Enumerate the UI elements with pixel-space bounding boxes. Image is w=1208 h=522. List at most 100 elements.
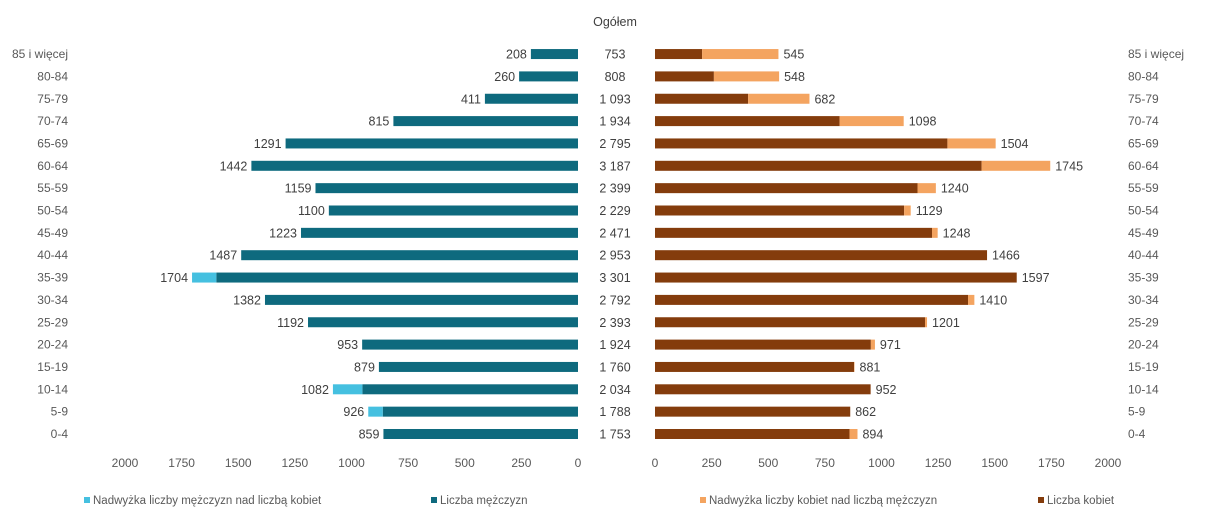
age-label-right: 60-64 — [1128, 159, 1159, 173]
bar-men-base — [301, 228, 578, 238]
age-label-left: 15-19 — [37, 360, 68, 374]
value-label-men: 1192 — [277, 316, 304, 330]
x-tick-right: 1250 — [925, 456, 952, 470]
value-label-men: 1704 — [160, 271, 188, 285]
value-label-women: 1504 — [1001, 137, 1029, 151]
bar-women-excess — [748, 94, 809, 104]
value-label-men: 1159 — [285, 182, 312, 196]
value-label-men: 879 — [354, 360, 375, 374]
age-label-right: 65-69 — [1128, 136, 1159, 150]
value-label-women: 1098 — [909, 115, 937, 129]
x-tick-left: 250 — [511, 456, 531, 470]
bar-women-excess — [982, 161, 1051, 171]
age-label-right: 10-14 — [1128, 382, 1159, 396]
bar-women-base — [655, 138, 947, 148]
value-label-women: 545 — [783, 48, 804, 62]
bar-men-base — [383, 407, 578, 417]
age-label-left: 50-54 — [37, 204, 68, 218]
bar-men-base — [485, 94, 578, 104]
value-label-men: 815 — [369, 115, 390, 129]
total-label: 2 399 — [599, 182, 630, 196]
value-label-men: 1442 — [220, 159, 248, 173]
bar-women-base — [655, 161, 982, 171]
x-tick-right: 2000 — [1095, 456, 1122, 470]
age-label-left: 55-59 — [37, 181, 68, 195]
age-label-left: 70-74 — [37, 114, 68, 128]
bar-men-base — [383, 429, 578, 439]
value-label-men: 208 — [506, 48, 527, 62]
bar-men-base — [265, 295, 578, 305]
bar-women-base — [655, 49, 702, 59]
bar-women-base — [655, 340, 871, 350]
value-label-women: 1597 — [1022, 271, 1050, 285]
x-tick-left: 1750 — [168, 456, 195, 470]
x-tick-left: 500 — [455, 456, 475, 470]
value-label-men: 1100 — [298, 204, 325, 218]
value-label-women: 1201 — [932, 316, 960, 330]
bar-women-base — [655, 317, 925, 327]
total-label: 2 471 — [599, 226, 630, 240]
value-label-men: 953 — [337, 338, 358, 352]
total-label: 2 953 — [599, 249, 630, 263]
value-label-women: 1240 — [941, 182, 969, 196]
total-label: 1 760 — [599, 360, 630, 374]
bar-men-base — [531, 49, 578, 59]
bar-men-base — [393, 116, 578, 126]
bar-men-base — [362, 340, 578, 350]
total-label: 1 788 — [599, 405, 630, 419]
bar-women-excess — [871, 340, 875, 350]
x-tick-left: 750 — [398, 456, 418, 470]
x-tick-left: 2000 — [112, 456, 139, 470]
value-label-women: 1466 — [992, 249, 1020, 263]
age-label-right: 5-9 — [1128, 405, 1146, 419]
age-label-left: 45-49 — [37, 226, 68, 240]
bar-women-base — [655, 273, 1017, 283]
bar-men-excess — [368, 407, 382, 417]
age-label-right: 20-24 — [1128, 338, 1159, 352]
legend-women-label: Liczba kobiet — [1047, 495, 1115, 507]
age-label-left: 80-84 — [37, 69, 68, 83]
value-label-women: 862 — [855, 405, 876, 419]
age-label-left: 25-29 — [37, 315, 68, 329]
value-label-women: 1745 — [1055, 159, 1083, 173]
age-label-right: 50-54 — [1128, 204, 1159, 218]
x-tick-right: 1500 — [981, 456, 1008, 470]
bar-men-excess — [333, 384, 362, 394]
age-label-left: 75-79 — [37, 92, 68, 106]
bar-women-base — [655, 206, 904, 216]
age-label-right: 30-34 — [1128, 293, 1159, 307]
legend-women-swatch — [1038, 497, 1044, 503]
bar-women-excess — [714, 71, 779, 81]
age-label-right: 40-44 — [1128, 248, 1159, 262]
bar-men-base — [315, 183, 578, 193]
bar-men-base — [286, 138, 578, 148]
age-label-left: 40-44 — [37, 248, 68, 262]
bar-women-excess — [702, 49, 778, 59]
total-label: 1 924 — [599, 338, 630, 352]
total-label: 2 393 — [599, 316, 630, 330]
bar-women-base — [655, 94, 748, 104]
bar-men-base — [329, 206, 578, 216]
bar-women-base — [655, 250, 987, 260]
bar-women-base — [655, 407, 850, 417]
age-label-right: 0-4 — [1128, 427, 1146, 441]
total-label: 3 187 — [599, 159, 630, 173]
bar-men-base — [379, 362, 578, 372]
age-label-left: 60-64 — [37, 159, 68, 173]
value-label-women: 971 — [880, 338, 901, 352]
age-label-right: 70-74 — [1128, 114, 1159, 128]
bar-women-base — [655, 362, 854, 372]
x-tick-right: 0 — [652, 456, 659, 470]
x-tick-left: 1250 — [282, 456, 309, 470]
age-label-left: 0-4 — [51, 427, 69, 441]
value-label-men: 411 — [461, 92, 481, 106]
x-tick-right: 1750 — [1038, 456, 1065, 470]
bar-men-base — [241, 250, 578, 260]
value-label-women: 682 — [814, 92, 835, 106]
total-label: 3 301 — [599, 271, 630, 285]
bar-men-base — [519, 71, 578, 81]
x-tick-left: 1000 — [338, 456, 365, 470]
x-tick-right: 1000 — [868, 456, 895, 470]
